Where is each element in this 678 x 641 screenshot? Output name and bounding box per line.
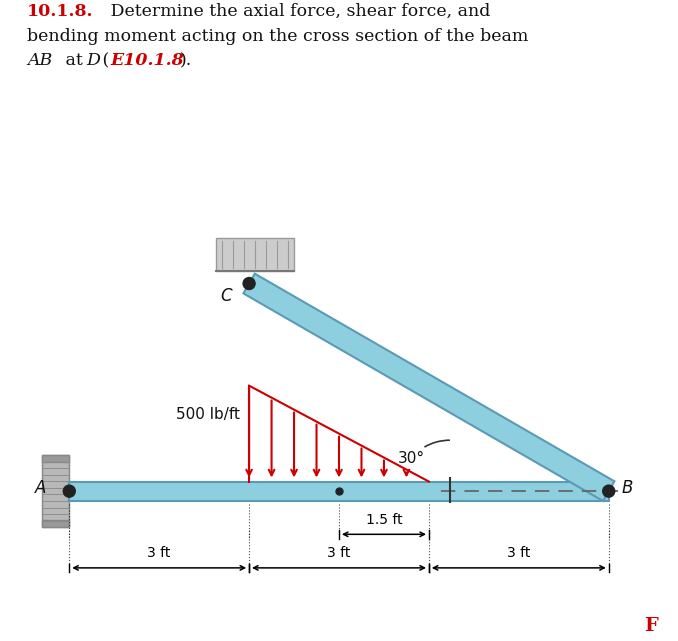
Circle shape: [243, 278, 255, 290]
Text: B: B: [622, 479, 633, 497]
Text: Determine the axial force, shear force, and: Determine the axial force, shear force, …: [105, 3, 490, 21]
Text: 30°: 30°: [397, 451, 424, 466]
Text: (: (: [97, 52, 109, 69]
Text: 3 ft: 3 ft: [507, 546, 530, 560]
Polygon shape: [243, 274, 614, 501]
Circle shape: [63, 485, 75, 497]
Text: at: at: [60, 52, 88, 69]
Bar: [42, 455, 69, 462]
Bar: [42, 520, 69, 527]
Text: 500 lb/ft: 500 lb/ft: [176, 407, 240, 422]
Text: 3 ft: 3 ft: [148, 546, 171, 560]
Text: C: C: [220, 287, 233, 304]
Text: 1.5 ft: 1.5 ft: [365, 513, 402, 526]
Text: F: F: [644, 617, 658, 635]
Text: AB: AB: [27, 52, 52, 69]
Text: ).: ).: [180, 52, 192, 69]
Text: A: A: [35, 479, 47, 497]
Bar: [42, 455, 69, 527]
Text: bending moment acting on the cross section of the beam: bending moment acting on the cross secti…: [27, 28, 528, 45]
Circle shape: [603, 485, 615, 497]
Bar: [216, 238, 294, 271]
Bar: [69, 481, 609, 501]
Text: E10.1.8: E10.1.8: [111, 52, 184, 69]
Text: 10.1.8.: 10.1.8.: [27, 3, 94, 21]
Text: D: D: [346, 487, 359, 502]
Text: D: D: [86, 52, 100, 69]
Text: 3 ft: 3 ft: [327, 546, 351, 560]
